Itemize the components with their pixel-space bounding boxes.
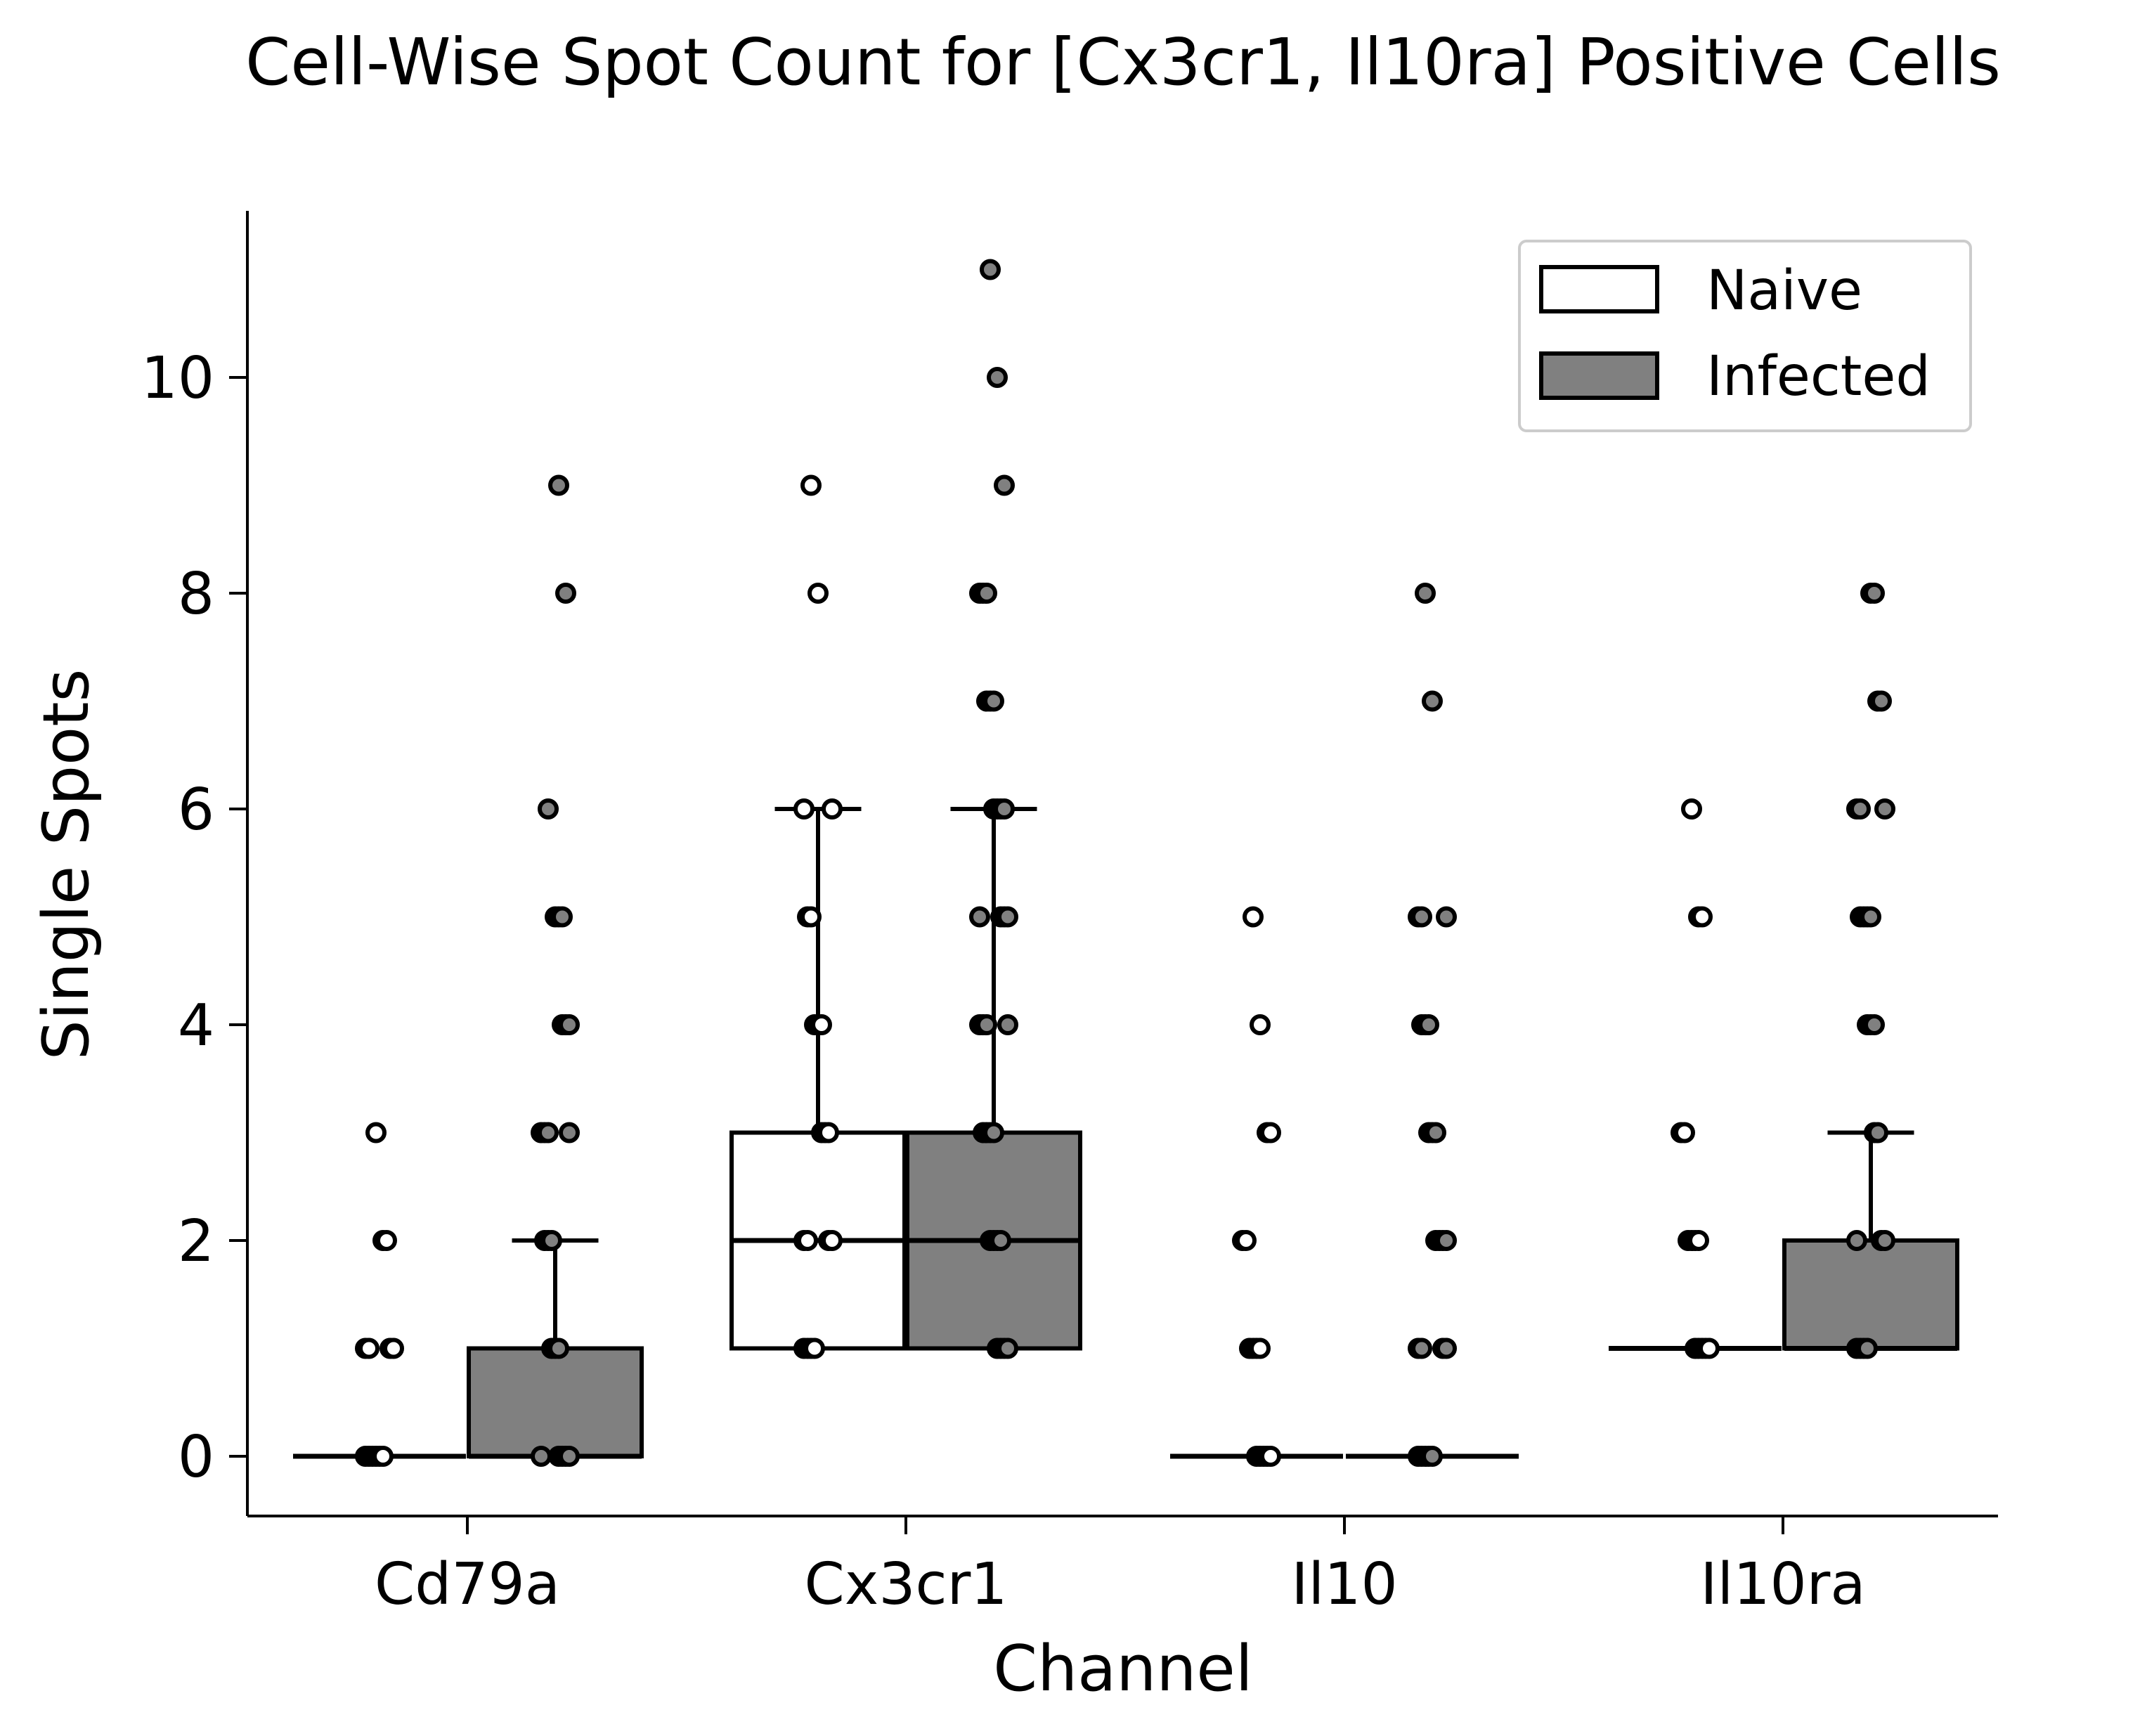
- data-point-infected: [538, 1122, 559, 1144]
- data-point-naive: [1243, 906, 1264, 928]
- y-axis: 0 2 4 6 8 10: [141, 345, 247, 1491]
- data-point-infected: [1864, 1014, 1885, 1035]
- data-point-infected: [1411, 906, 1432, 928]
- data-point-infected: [990, 1230, 1011, 1251]
- data-point-infected: [548, 474, 569, 496]
- y-tick-label: 6: [178, 777, 214, 843]
- data-point-naive: [822, 798, 843, 820]
- x-axis-label: Channel: [993, 1632, 1253, 1706]
- data-point-infected: [548, 1337, 569, 1359]
- data-point-naive: [793, 798, 815, 820]
- y-tick-label: 8: [178, 561, 214, 628]
- legend-swatch-naive: [1539, 265, 1659, 313]
- data-point-naive: [1260, 1446, 1281, 1467]
- data-point-infected: [997, 1337, 1018, 1359]
- x-tick-label: Il10: [1291, 1551, 1397, 1618]
- data-point-naive: [1250, 1337, 1271, 1359]
- data-point-infected: [994, 798, 1015, 820]
- data-point-naive: [818, 1122, 839, 1144]
- data-point-naive: [372, 1446, 394, 1467]
- data-point-infected: [1874, 1230, 1895, 1251]
- y-axis-label: Single Spots: [30, 669, 103, 1061]
- data-point-infected: [983, 690, 1004, 712]
- data-point-infected: [1425, 1122, 1446, 1144]
- legend-label-naive: Naive: [1706, 259, 1862, 323]
- data-point-infected: [976, 583, 997, 604]
- data-point-infected: [1874, 798, 1895, 820]
- data-point-naive: [822, 1230, 843, 1251]
- data-point-naive: [365, 1122, 387, 1144]
- y-tick-label: 4: [178, 992, 214, 1059]
- data-point-infected: [1436, 1337, 1457, 1359]
- data-point-infected: [559, 1014, 580, 1035]
- data-point-infected: [1864, 583, 1885, 604]
- data-point-infected: [538, 798, 559, 820]
- data-point-naive: [1674, 1122, 1695, 1144]
- data-point-infected: [1436, 906, 1457, 928]
- data-point-infected: [983, 1122, 1004, 1144]
- data-point-naive: [811, 1014, 832, 1035]
- data-point-infected: [1418, 1014, 1439, 1035]
- chart-title: Cell-Wise Spot Count for [Cx3cr1, Il10ra…: [245, 25, 2001, 100]
- data-point-naive: [358, 1337, 380, 1359]
- data-point-infected: [541, 1230, 562, 1251]
- data-point-infected: [559, 1446, 580, 1467]
- x-axis: Cd79a Cx3cr1 Il10 Il10ra: [375, 1516, 1866, 1618]
- data-point-naive: [1688, 1230, 1709, 1251]
- data-point-naive: [383, 1337, 404, 1359]
- legend: Naive Infected: [1518, 240, 1972, 432]
- data-point-infected: [994, 474, 1015, 496]
- data-point-infected: [976, 1014, 997, 1035]
- y-tick-label: 0: [178, 1424, 214, 1491]
- legend-label-infected: Infected: [1706, 345, 1931, 408]
- data-point-infected: [1422, 1446, 1443, 1467]
- data-point-naive: [800, 474, 822, 496]
- y-tick-label: 2: [178, 1208, 214, 1275]
- data-point-infected: [987, 367, 1008, 388]
- data-point-naive: [800, 906, 822, 928]
- data-point-infected: [531, 1446, 552, 1467]
- x-tick-label: Cx3cr1: [805, 1551, 1008, 1618]
- data-point-infected: [969, 906, 990, 928]
- data-point-naive: [797, 1230, 818, 1251]
- data-point-naive: [1699, 1337, 1720, 1359]
- data-point-infected: [997, 1014, 1018, 1035]
- legend-swatch-infected: [1539, 351, 1659, 400]
- data-point-infected: [980, 259, 1001, 280]
- data-point-infected: [1860, 906, 1881, 928]
- data-point-infected: [559, 1122, 580, 1144]
- data-point-naive: [804, 1337, 825, 1359]
- data-point-infected: [1850, 798, 1871, 820]
- data-point-naive: [1681, 798, 1702, 820]
- data-point-infected: [1867, 1122, 1888, 1144]
- data-point-naive: [376, 1230, 397, 1251]
- data-point-infected: [1857, 1337, 1878, 1359]
- data-point-infected: [1411, 1337, 1432, 1359]
- data-point-infected: [555, 583, 576, 604]
- plot-area: [293, 259, 1959, 1467]
- y-tick-label: 10: [141, 345, 214, 412]
- data-point-infected: [1846, 1230, 1867, 1251]
- x-tick-label: Cd79a: [375, 1551, 560, 1618]
- x-tick-label: Il10ra: [1700, 1551, 1865, 1618]
- box-infected: [1782, 1238, 1959, 1351]
- data-point-naive: [1250, 1014, 1271, 1035]
- data-point-naive: [1692, 906, 1713, 928]
- box-infected: [467, 1346, 644, 1458]
- data-point-infected: [1871, 690, 1892, 712]
- data-point-naive: [1260, 1122, 1281, 1144]
- data-point-infected: [1415, 583, 1436, 604]
- data-point-infected: [1422, 690, 1443, 712]
- data-point-infected: [552, 906, 573, 928]
- data-point-naive: [807, 583, 829, 604]
- data-point-infected: [1436, 1230, 1457, 1251]
- data-point-infected: [997, 906, 1018, 928]
- data-point-naive: [1235, 1230, 1257, 1251]
